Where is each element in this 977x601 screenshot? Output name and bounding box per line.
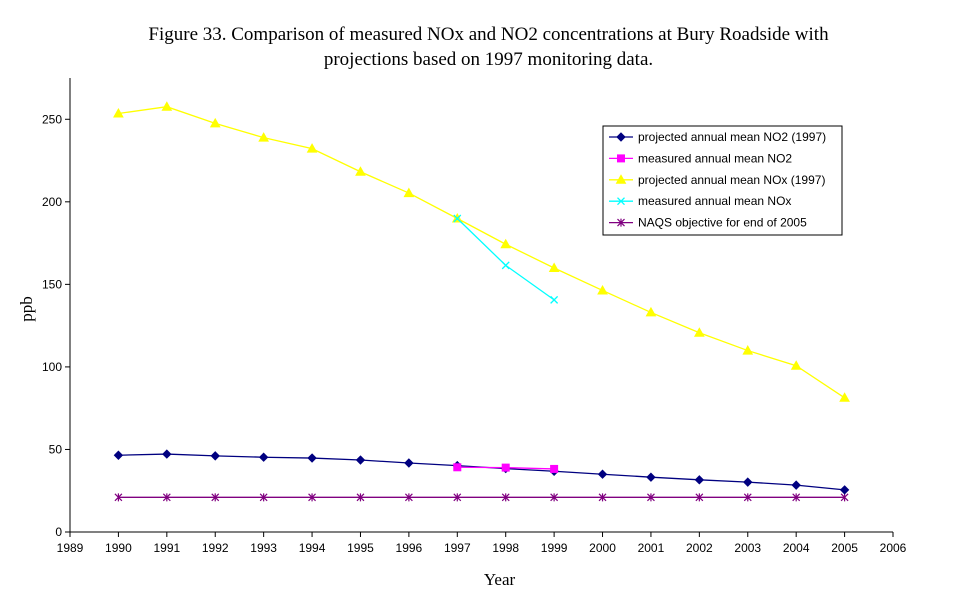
x-tick-label: 1990 [105,541,132,555]
series-4-point [453,214,462,223]
series-3-point [113,107,124,118]
series-2-point [453,463,462,472]
x-tick-label: 2003 [734,541,761,555]
x-tick-label: 1993 [250,541,277,555]
series-1-point [791,480,801,490]
x-tick-label: 1995 [347,541,374,555]
legend-swatch-marker [617,218,625,227]
y-tick-label: 250 [42,112,62,126]
x-tick-label: 1999 [541,541,568,555]
series-1-point [355,455,366,465]
series-5-point [162,493,171,502]
x-tick-label: 1996 [396,541,423,555]
series-3-point [500,238,512,249]
series-3-point [209,117,221,128]
x-tick-label: 1994 [299,541,326,555]
series-2-point [550,464,559,473]
y-tick-label: 50 [49,442,63,456]
y-tick-label: 200 [42,195,62,209]
series-5-point [550,493,559,502]
series-1-point [404,458,414,468]
series-5-point [647,493,655,502]
series-3-point [742,345,754,355]
legend-label: measured annual mean NOx [638,194,791,208]
series-1-point [258,452,269,462]
legend-swatch-marker [616,132,626,142]
series-1-point [597,469,608,479]
legend-swatch-marker [617,154,625,163]
x-axis-title: Year [484,570,516,589]
series-5-point [840,493,849,502]
y-tick-label: 150 [42,277,62,291]
series-1-point [113,450,124,460]
legend-box [602,125,843,236]
chart-title: Figure 33. Comparison of measured NOx an… [0,22,977,72]
legend-label: NAQS objective for end of 2005 [638,216,807,230]
series-1-point [743,477,753,487]
x-tick-label: 1989 [57,541,84,555]
legend-swatch-marker [617,197,625,206]
series-5-point [404,493,413,502]
x-tick-label: 1992 [202,541,229,555]
series-5-point [211,493,220,502]
series-3-point [161,101,173,111]
chart-title-line-2: projections based on 1997 monitoring dat… [323,49,654,70]
series-5-point [114,493,123,502]
series-3-point [306,143,318,153]
series-5-point [308,493,316,502]
x-tick-label: 2002 [686,541,713,555]
series-1-point [839,485,850,495]
x-tick-label: 2006 [880,541,907,555]
series-5-point [743,493,752,502]
series-4-point [550,295,559,304]
x-tick-label: 1998 [492,541,519,555]
x-tick-label: 2004 [783,541,810,555]
x-tick-label: 2000 [589,541,616,555]
series-1-point [646,472,656,482]
series-3-point [355,166,366,176]
chart-title-line-1: Figure 33. Comparison of measured NOx an… [148,24,829,45]
series-line-3 [118,106,845,399]
y-tick-label: 0 [55,525,62,539]
series-3-point [258,132,270,142]
series-5-point [695,493,704,502]
series-5-point [356,493,365,502]
x-tick-label: 2005 [831,541,858,555]
x-tick-label: 1991 [153,541,180,555]
series-5-point [259,493,268,502]
legend-label: measured annual mean NO2 [638,151,792,165]
series-1-point [210,451,220,461]
series-3-point [693,327,705,337]
series-5-point [501,493,510,502]
legend-label: projected annual mean NOx (1997) [638,173,825,187]
y-axis-title: ppb [17,296,36,322]
series-3-point [790,360,802,370]
series-1-point [307,453,317,463]
series-5-point [453,493,462,502]
series-line-1 [118,453,845,491]
legend-label: projected annual mean NO2 (1997) [638,130,826,144]
y-tick-label: 100 [42,360,62,374]
series-3-point [548,262,560,273]
series-3-point [597,284,608,295]
series-line-4 [456,218,555,301]
series-3-point [645,306,657,317]
series-3-point [839,392,850,402]
series-1-point [162,449,172,459]
series-3-point [403,187,415,198]
series-1-point [694,475,705,485]
series-2-point [501,463,510,472]
legend-swatch-marker [615,174,627,184]
series-5-point [792,493,801,502]
x-tick-label: 1997 [444,541,471,555]
x-tick-label: 2001 [638,541,665,555]
series-4-point [501,261,510,270]
series-5-point [598,493,607,502]
